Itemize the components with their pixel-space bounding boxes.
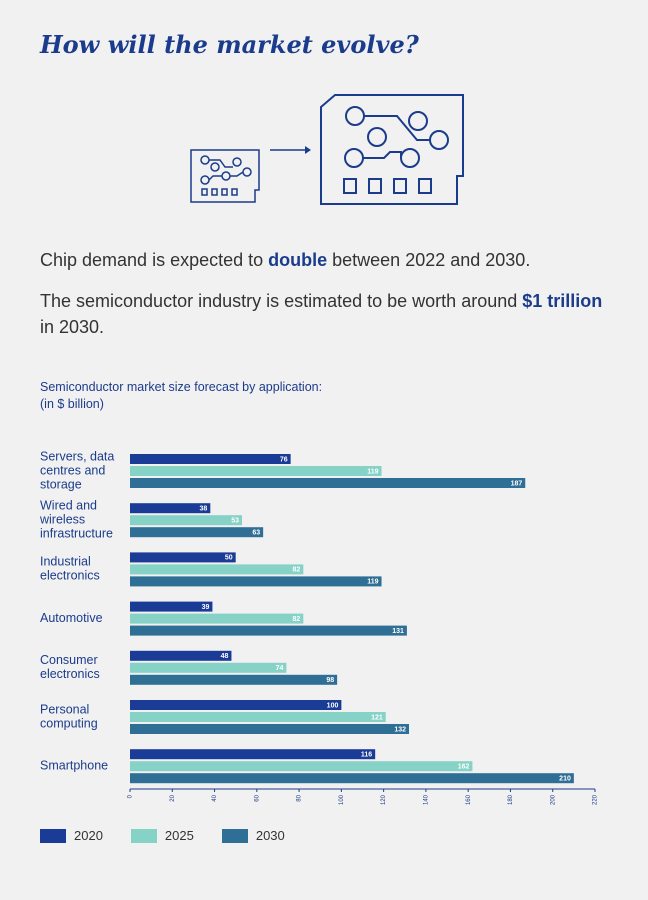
small-chip-icon: [190, 149, 260, 203]
category-label: Smartphone: [40, 758, 108, 772]
category-label: wireless: [39, 512, 85, 526]
bar: [130, 650, 232, 661]
bar: [130, 773, 574, 784]
x-tick-label: 220: [593, 794, 599, 805]
data-label: 132: [394, 726, 406, 733]
data-label: 82: [293, 616, 301, 623]
x-tick-label: 40: [212, 794, 218, 801]
data-label: 187: [511, 480, 523, 487]
data-label: 53: [231, 518, 239, 525]
x-tick-label: 140: [423, 794, 429, 805]
data-label: 38: [200, 506, 208, 513]
category-label: computing: [40, 716, 98, 730]
bar: [130, 466, 382, 476]
bar: [130, 674, 338, 685]
category-label: Automotive: [40, 611, 103, 625]
bar: [130, 662, 287, 673]
data-label: 74: [276, 665, 284, 672]
x-tick-label: 60: [254, 794, 260, 801]
chip-demand-statement: Chip demand is expected to double betwee…: [40, 250, 531, 270]
data-label: 119: [367, 468, 378, 475]
legend-item-2020: 2020: [40, 828, 103, 843]
bar: [130, 761, 473, 772]
arrow-right-icon: [270, 146, 311, 154]
category-label: electronics: [40, 667, 100, 681]
x-tick-label: 100: [339, 794, 345, 805]
bar: [130, 552, 236, 563]
bar: [130, 700, 342, 710]
category-label: Wired and: [40, 498, 97, 512]
chart-legend: 2020 2025 2030: [40, 828, 313, 843]
industry-worth-statement: The semiconductor industry is estimated …: [40, 291, 603, 337]
category-label: infrastructure: [40, 526, 113, 540]
x-tick-label: 80: [297, 794, 303, 801]
legend-swatch-2025: [130, 828, 157, 843]
legend-label-2025: 2025: [164, 828, 194, 843]
legend-item-2030: 2030: [221, 828, 285, 843]
data-label: 48: [221, 653, 229, 660]
bar: [130, 503, 211, 514]
x-tick-label: 0: [128, 794, 134, 798]
bar: [130, 724, 409, 734]
category-label: electronics: [40, 569, 100, 583]
bar: [130, 478, 526, 488]
data-label: 131: [392, 628, 404, 635]
legend-label-2020: 2020: [74, 828, 103, 843]
category-label: centres and: [40, 463, 105, 477]
bar: [130, 515, 243, 526]
x-tick-label: 120: [381, 794, 387, 805]
data-label: 119: [367, 579, 378, 586]
data-label: 76: [280, 456, 288, 463]
x-tick-label: 20: [170, 794, 176, 801]
highlight-trillion: $1 trillion: [522, 291, 603, 311]
highlight-double: double: [268, 250, 328, 270]
data-label: 121: [371, 714, 383, 721]
x-tick-label: 200: [550, 794, 556, 805]
chart-title-line1: Semiconductor market size forecast by ap…: [40, 380, 323, 394]
data-label: 162: [458, 764, 470, 771]
bar: [130, 625, 407, 636]
bar: [130, 564, 304, 575]
x-tick-label: 160: [466, 794, 472, 805]
bar: [130, 601, 213, 612]
category-label: Personal: [40, 702, 89, 716]
chip-growth-illustration: [190, 94, 464, 205]
data-label: 82: [293, 567, 301, 574]
category-label: Consumer: [40, 653, 98, 667]
bar: [130, 613, 304, 624]
page-title: How will the market evolve?: [40, 30, 419, 59]
legend-item-2025: 2025: [130, 828, 194, 843]
data-label: 116: [361, 752, 372, 759]
bar: [130, 527, 264, 538]
data-label: 210: [559, 776, 571, 783]
large-chip-icon: [320, 94, 464, 205]
bar: [130, 454, 291, 464]
category-label: Servers, data: [40, 449, 114, 463]
category-label: Industrial: [40, 555, 91, 569]
x-tick-label: 180: [508, 794, 514, 805]
data-label: 39: [202, 604, 210, 611]
data-label: 100: [327, 702, 339, 709]
legend-swatch-2020: [40, 828, 66, 843]
legend-swatch-2030: [221, 828, 248, 843]
bar: [130, 576, 382, 587]
data-label: 50: [225, 555, 233, 562]
data-label: 63: [252, 530, 260, 537]
chart-title-line2: (in $ billion): [40, 397, 104, 411]
bar: [130, 712, 386, 722]
category-label: storage: [40, 477, 82, 491]
bar: [130, 749, 376, 760]
data-label: 98: [326, 677, 334, 684]
legend-label-2030: 2030: [255, 828, 285, 843]
chart-title: Semiconductor market size forecast by ap…: [40, 379, 322, 413]
